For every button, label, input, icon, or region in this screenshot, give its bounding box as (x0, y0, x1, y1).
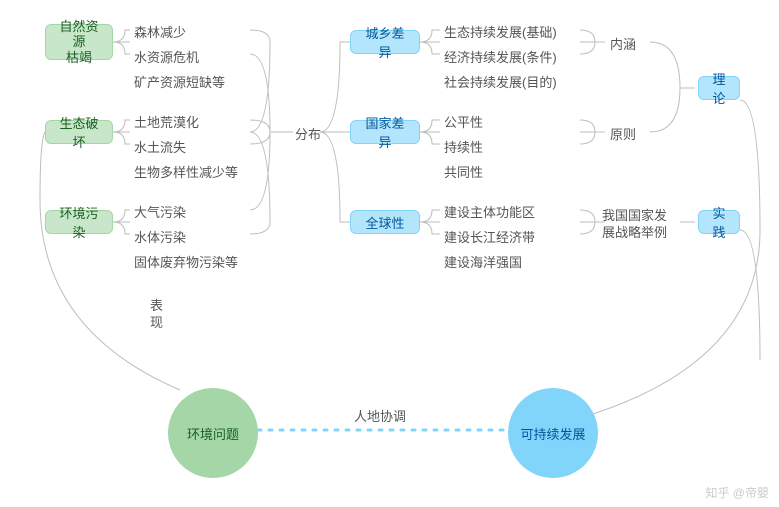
leaf: 建设主体功能区 (444, 202, 535, 221)
leaf: 水体污染 (134, 227, 186, 246)
group-urban: 城乡差异 (350, 30, 420, 54)
leaf: 土地荒漠化 (134, 112, 199, 131)
box-practice: 实践 (698, 210, 740, 234)
leaf: 生物多样性减少等 (134, 162, 238, 181)
diagram-stage: 自然资源 枯竭 生态破坏 环境污染 森林减少 水资源危机 矿产资源短缺等 土地荒… (0, 0, 779, 507)
circle-env: 环境问题 (168, 388, 258, 478)
group-nation: 国家差异 (350, 120, 420, 144)
group-resources: 自然资源 枯竭 (45, 24, 113, 60)
leaf: 水土流失 (134, 137, 186, 156)
leaf: 建设海洋强国 (444, 252, 522, 271)
group-eco: 生态破坏 (45, 120, 113, 144)
leaf: 社会持续发展(目的) (444, 72, 557, 91)
leaf: 矿产资源短缺等 (134, 72, 225, 91)
box-theory: 理论 (698, 76, 740, 100)
watermark: 知乎 @帝嬰 (705, 484, 769, 501)
leaf: 水资源危机 (134, 47, 199, 66)
label-juli: 我国国家发 展战略举例 (602, 208, 667, 242)
label-rendi: 人地协调 (354, 406, 406, 425)
leaf: 固体废弃物污染等 (134, 252, 238, 271)
leaf: 大气污染 (134, 202, 186, 221)
group-global: 全球性 (350, 210, 420, 234)
leaf: 公平性 (444, 112, 483, 131)
leaf: 持续性 (444, 137, 483, 156)
label-biaoxian: 表 现 (150, 298, 163, 332)
label-neihan: 内涵 (610, 34, 636, 53)
label-fenbu: 分布 (295, 124, 321, 143)
leaf: 森林减少 (134, 22, 186, 41)
circle-sustain: 可持续发展 (508, 388, 598, 478)
connector-layer (0, 0, 779, 507)
leaf: 生态持续发展(基础) (444, 22, 557, 41)
leaf: 共同性 (444, 162, 483, 181)
leaf: 建设长江经济带 (444, 227, 535, 246)
leaf: 经济持续发展(条件) (444, 47, 557, 66)
label-yuanze: 原则 (610, 124, 636, 143)
group-pollution: 环境污染 (45, 210, 113, 234)
